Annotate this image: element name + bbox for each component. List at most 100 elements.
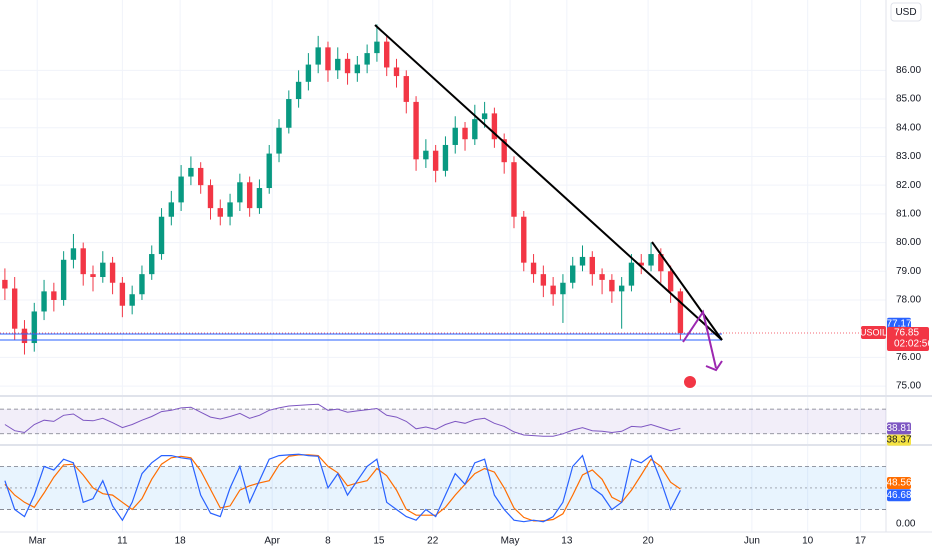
candle-body: [354, 64, 361, 74]
candle-body: [217, 208, 223, 217]
currency: USD: [895, 7, 916, 18]
candle-body: [11, 288, 18, 329]
candle-body: [158, 216, 165, 255]
candle-body: [207, 185, 214, 209]
candle-body: [491, 113, 498, 140]
candle-body: [364, 53, 370, 65]
candle-body: [462, 127, 468, 140]
y-tick-label: 80.00: [896, 237, 921, 248]
ask-price-box: [887, 317, 911, 330]
candle-body: [119, 282, 126, 306]
grid-layer: [0, 0, 886, 532]
candle-body: [198, 167, 204, 186]
y-tick-label: 0.00: [896, 518, 916, 529]
candle-body: [90, 274, 96, 278]
y-tick-label: 81.00: [896, 209, 921, 220]
candle-body: [31, 311, 37, 344]
event-icon[interactable]: [682, 374, 698, 390]
candle-body: [60, 259, 67, 300]
x-tick-label: 20: [643, 536, 655, 547]
stoch-d-line: [4, 454, 681, 522]
rsi-value: 38.81: [886, 423, 911, 434]
candle-body: [442, 144, 449, 171]
x-tick-label: Jun: [744, 536, 760, 547]
candle-body: [560, 282, 566, 295]
candle-body: [648, 254, 654, 266]
candle-body: [599, 274, 605, 280]
marks-layer: [0, 24, 886, 523]
trend-line: [651, 241, 723, 341]
candle-body: [374, 41, 380, 54]
trend-line: [374, 24, 723, 341]
x-tick-label: 10: [802, 536, 814, 547]
candle-body: [335, 58, 341, 71]
ask-price: 77.17: [886, 318, 911, 329]
drawings: [0, 24, 723, 390]
projection-arrow: [682, 309, 717, 369]
y-tick-label: 76.00: [896, 352, 921, 363]
currency-button[interactable]: [890, 2, 922, 22]
candle-body: [521, 216, 527, 263]
y-tick-label: 86.00: [896, 65, 921, 76]
candle-body: [452, 127, 458, 145]
candle-body: [530, 262, 537, 275]
candle-body: [432, 150, 439, 171]
rsi-line: [4, 403, 681, 437]
candle-body: [638, 262, 644, 266]
candle-body: [481, 113, 488, 120]
last-price-box: [887, 326, 929, 351]
candle-body: [305, 64, 312, 82]
candle-body: [70, 248, 77, 260]
rsi-value-box: [887, 422, 911, 435]
candle-body: [129, 294, 135, 306]
stoch-band: [0, 466, 886, 510]
candle-body: [540, 274, 547, 286]
y-tick-label: 78.00: [896, 295, 921, 306]
x-tick-label: 17: [855, 536, 867, 547]
candle-body: [589, 256, 595, 275]
candle-body: [149, 254, 155, 275]
x-tick-label: 11: [117, 536, 128, 547]
x-tick-label: 13: [561, 536, 573, 547]
symbol: USOIL: [860, 327, 887, 337]
candle-body: [246, 182, 253, 209]
stoch-k-value: 46.68: [886, 490, 911, 501]
candle-body: [628, 262, 635, 286]
y-tick-label: 79.00: [896, 266, 921, 277]
countdown: 02:02:56: [894, 339, 932, 350]
symbol-box: [861, 325, 886, 339]
x-tick-label: Apr: [264, 536, 280, 547]
x-tick-label: 18: [175, 536, 187, 547]
x-tick-label: Mar: [29, 536, 47, 547]
candle-body: [237, 182, 243, 203]
candle-body: [618, 285, 625, 292]
candle-body: [109, 262, 116, 283]
candle-body: [579, 256, 586, 266]
candle-body: [276, 127, 282, 154]
rsi-ma-value: 38.37: [886, 435, 911, 446]
arrow-head: [705, 360, 723, 372]
rsi-band: [0, 409, 886, 434]
candle-body: [511, 162, 517, 217]
candle-body: [295, 81, 302, 100]
y-tick-label: 84.00: [896, 122, 921, 133]
last-price: 76.85: [894, 328, 919, 339]
candle-body: [413, 101, 419, 160]
candle-body: [393, 67, 400, 77]
x-tick-label: 22: [427, 536, 439, 547]
x-tick-label: 15: [373, 536, 385, 547]
candle-body: [667, 271, 674, 292]
candle-body: [658, 254, 664, 272]
candle-body: [570, 265, 576, 283]
candle-body: [677, 291, 684, 333]
candle-body: [403, 76, 409, 102]
candle-body: [227, 202, 233, 217]
candle-body: [139, 274, 145, 295]
candle-body: [51, 291, 57, 300]
candle-body: [41, 291, 47, 312]
y-tick-label: 75.00: [896, 381, 921, 392]
candle-body: [609, 279, 615, 292]
labels-layer: Mar 11 18 Apr 8 15 22 May 13 20 Jun 10 17 75.00 76.00 7…: [29, 65, 932, 547]
